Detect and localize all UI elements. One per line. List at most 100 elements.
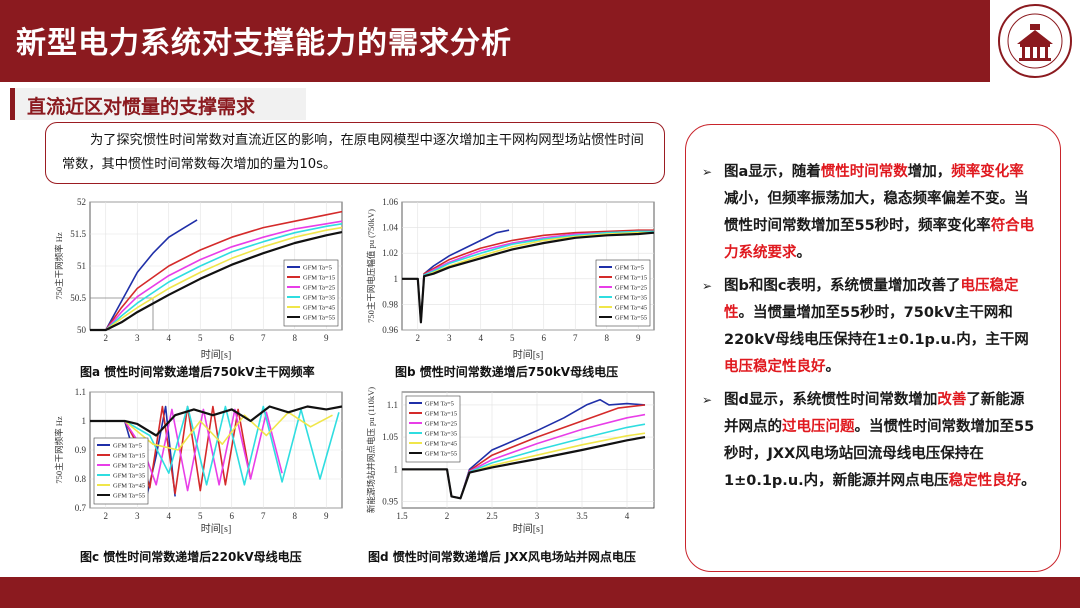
bullet-text-segment: 增加， — [907, 164, 952, 180]
legend-label: GFM Ta=5 — [303, 265, 332, 272]
legend-label: GFM Ta=25 — [425, 421, 457, 428]
chart-d: 1.5 2 2.5 3 3.5 4 0.95 1 1.05 1.1 时间[s] 新能源场站并网点电压 … — [366, 387, 655, 535]
x-tick-label: 3 — [135, 511, 140, 521]
series-line-2 — [90, 210, 343, 331]
x-tick-label: 4 — [167, 511, 172, 521]
intro-text: 为了探究惯性时间常数对直流近区的影响，在原电网模型中逐次增加主干网构网型场站惯性… — [62, 133, 644, 172]
y-tick-label: 1.02 — [382, 248, 398, 258]
legend-label: GFM Ta=15 — [113, 453, 145, 460]
y-axis-label: 750主干网频率 Hz — [54, 232, 64, 300]
bullet-text-segment: 图d显示，系统惯性时间常数增加 — [724, 392, 938, 408]
x-tick-label: 3 — [447, 333, 452, 343]
legend-label: GFM Ta=15 — [615, 275, 647, 282]
x-tick-label: 6 — [542, 333, 547, 343]
legend-label: GFM Ta=45 — [303, 305, 335, 312]
highlight-text: 稳定性良好 — [948, 473, 1022, 489]
x-axis-label: 时间[s] — [201, 348, 232, 361]
arrow-bullet-icon: ➢ — [702, 279, 713, 293]
university-seal-icon — [998, 4, 1072, 78]
series-line-6 — [402, 231, 655, 324]
highlight-text: 电压稳定性 — [724, 278, 1019, 321]
x-tick-label: 2.5 — [486, 511, 498, 521]
x-tick-label: 2 — [416, 333, 421, 343]
chart-b-caption: 图b 惯性时间常数递增后750kV母线电压 — [395, 365, 619, 379]
chart-d-caption: 图d 惯性时间常数递增后 JXX风电场站并网点电压 — [368, 550, 636, 564]
x-tick-label: 6 — [230, 511, 235, 521]
x-tick-label: 2 — [445, 511, 450, 521]
y-axis-label: 750主干网电压幅值 pu (750kV) — [366, 209, 376, 323]
y-tick-label: 1.1 — [387, 400, 398, 410]
bullet-text-segment: 。当惯量增加至55秒时，750kV主干网和220kV母线电压保持在1±0.1p.… — [724, 305, 1029, 348]
page-title: 新型电力系统对支撑能力的需求分析 — [16, 26, 512, 61]
bullet-2-text: 图b和图c表明，系统惯量增加改善了电压稳定性。当惯量增加至55秒时，750kV主… — [724, 278, 1029, 375]
y-tick-label: 50.5 — [70, 293, 86, 303]
highlight-text: 改善 — [937, 392, 967, 408]
chart-a-caption: 图a 惯性时间常数递增后750kV主干网频率 — [80, 365, 315, 379]
x-tick-label: 8 — [293, 333, 298, 343]
legend-label: GFM Ta=55 — [113, 493, 145, 500]
x-tick-label: 7 — [261, 511, 266, 521]
legend-label: GFM Ta=35 — [303, 295, 335, 302]
y-tick-label: 0.7 — [75, 503, 87, 513]
y-tick-label: 1.06 — [382, 197, 398, 207]
bullet-1-text: 图a显示，随着惯性时间常数增加，频率变化率减小，但频率振荡加大，稳态频率偏差不变… — [724, 164, 1034, 261]
legend-label: GFM Ta=55 — [425, 451, 457, 458]
bullet-text-segment: 减小，但频率振荡加大，稳态频率偏差不变。当惯性时间常数增加至55秒时，频率变化率 — [724, 191, 1029, 234]
highlight-text: 电压稳定性良好 — [724, 359, 826, 375]
y-tick-label: 50 — [77, 325, 87, 335]
chart-c-caption: 图c 惯性时间常数递增后220kV母线电压 — [80, 550, 302, 564]
y-tick-label: 0.95 — [382, 497, 398, 507]
series-line-3 — [90, 220, 343, 331]
university-logo — [990, 0, 1080, 82]
x-tick-label: 3 — [135, 333, 140, 343]
x-tick-label: 7 — [261, 333, 266, 343]
highlight-text: 过电压问题 — [782, 419, 855, 435]
legend-label: GFM Ta=5 — [425, 401, 454, 408]
header-bar: 新型电力系统对支撑能力的需求分析 — [0, 0, 1080, 82]
y-tick-label: 52 — [77, 197, 86, 207]
x-tick-label: 4 — [625, 511, 630, 521]
series-line-6 — [90, 405, 343, 437]
chart-legend — [93, 437, 149, 505]
y-tick-label: 1.1 — [75, 387, 86, 397]
legend-label: GFM Ta=45 — [615, 305, 647, 312]
legend-label: GFM Ta=25 — [615, 285, 647, 292]
y-tick-label: 1 — [82, 416, 87, 426]
bullet-text-segment: 。 — [825, 359, 841, 375]
x-tick-label: 4 — [479, 333, 484, 343]
y-tick-label: 1.05 — [382, 432, 398, 442]
x-axis-label: 时间[s] — [513, 522, 544, 535]
x-tick-label: 3.5 — [576, 511, 588, 521]
analysis-box: ➢ 图a显示，随着惯性时间常数增加，频率变化率减小，但频率振荡加大，稳态频率偏差… — [685, 124, 1061, 572]
bullet-3-text: 图d显示，系统惯性时间常数增加改善了新能源并网点的过电压问题。当惯性时间常数增加… — [724, 392, 1036, 489]
series-line-6 — [90, 231, 343, 332]
legend-label: GFM Ta=15 — [303, 275, 335, 282]
x-tick-label: 5 — [198, 511, 203, 521]
arrow-bullet-icon: ➢ — [702, 165, 713, 179]
legend-label: GFM Ta=5 — [615, 265, 644, 272]
legend-label: GFM Ta=35 — [113, 473, 145, 480]
x-tick-label: 9 — [324, 333, 329, 343]
x-tick-label: 5 — [198, 333, 203, 343]
x-tick-label: 9 — [636, 333, 641, 343]
bullet-text-segment: 。 — [796, 245, 812, 261]
chart-legend — [283, 259, 339, 327]
intro-box: 为了探究惯性时间常数对直流近区的影响，在原电网模型中逐次增加主干网构网型场站惯性… — [45, 122, 665, 184]
y-tick-label: 0.96 — [382, 325, 398, 335]
legend-label: GFM Ta=55 — [303, 315, 335, 322]
highlight-text: 符合电力系统要求 — [724, 218, 1035, 261]
chart-b: 2 3 4 5 6 7 8 9 0.96 0.98 1 1.02 1.04 1.06 时间[s] 750主干网… — [366, 197, 655, 361]
y-tick-label: 51 — [77, 261, 86, 271]
y-tick-label: 0.8 — [75, 474, 87, 484]
bullet-text-segment: 图a显示，随着 — [724, 164, 821, 180]
y-axis-label: 750主干网频率 Hz — [54, 416, 64, 484]
x-tick-label: 3 — [535, 511, 540, 521]
x-tick-label: 1.5 — [396, 511, 408, 521]
analysis-bullet-3: ➢ 图d显示，系统惯性时间常数增加改善了新能源并网点的过电压问题。当惯性时间常数… — [702, 387, 1036, 495]
bullet-text-segment: 。当惯性时间常数增加至55秒时，JXX风电场站回流母线电压保持在1±0.1p.u… — [724, 419, 1035, 489]
x-tick-label: 2 — [104, 333, 109, 343]
arrow-bullet-icon: ➢ — [702, 393, 713, 407]
analysis-bullet-2: ➢ 图b和图c表明，系统惯量增加改善了电压稳定性。当惯量增加至55秒时，750k… — [702, 273, 1036, 381]
x-tick-label: 2 — [104, 511, 109, 521]
highlight-text: 惯性时间常数 — [820, 164, 908, 180]
